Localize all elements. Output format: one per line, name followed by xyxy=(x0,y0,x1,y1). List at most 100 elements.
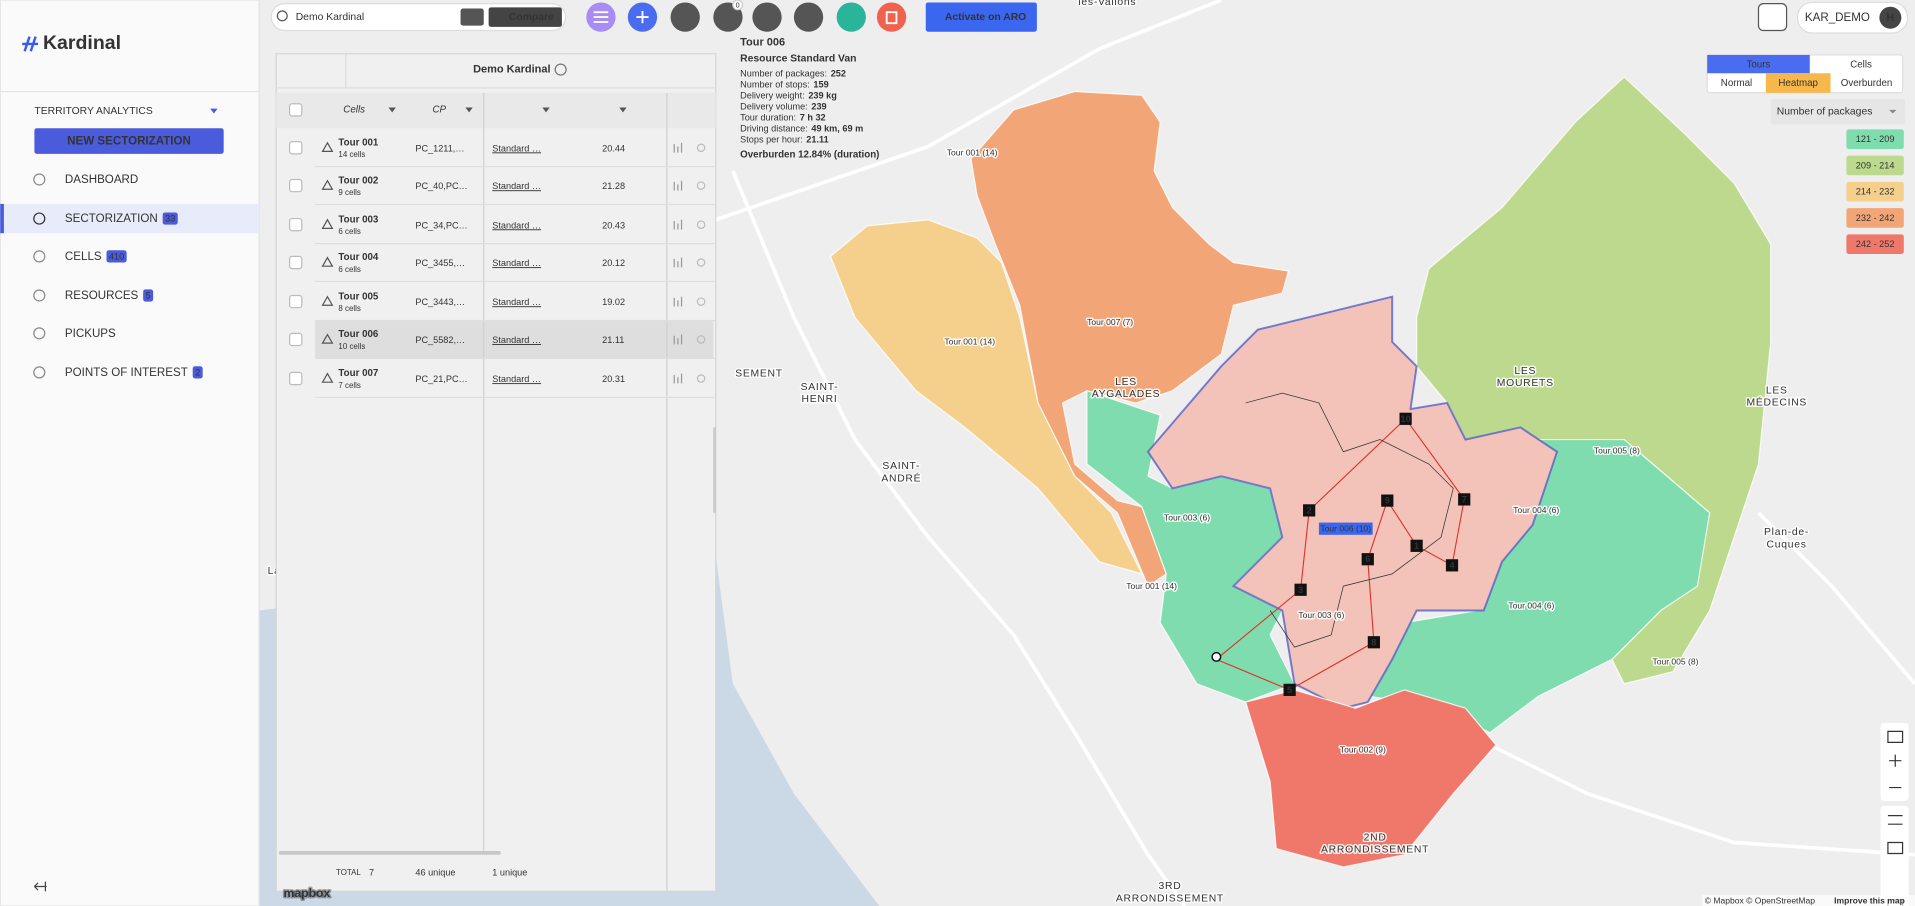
tour-name[interactable]: Tour 005 xyxy=(338,291,378,302)
section-title[interactable]: TERRITORY ANALYTICS xyxy=(34,106,152,117)
zones[interactable] xyxy=(829,76,1772,868)
tour-name[interactable]: Tour 003 xyxy=(338,214,378,225)
stats-icon[interactable] xyxy=(673,219,683,230)
tour-label[interactable]: Tour 001 (14) xyxy=(945,146,999,159)
range-swatch[interactable] xyxy=(1846,155,1904,176)
zoom-icon[interactable] xyxy=(696,258,706,267)
tour-name[interactable]: Tour 001 xyxy=(338,137,378,148)
row-checkbox[interactable] xyxy=(288,332,303,347)
metric-select[interactable] xyxy=(1770,98,1906,125)
tour-name[interactable]: Tour 004 xyxy=(338,252,378,263)
collapse-button[interactable] xyxy=(33,881,47,892)
compare-button[interactable] xyxy=(488,7,562,27)
improve-link[interactable]: Improve this map xyxy=(1834,895,1905,905)
stop-marker[interactable] xyxy=(1445,559,1459,572)
tour-label[interactable]: Tour 005 (8) xyxy=(1592,444,1641,457)
row-checkbox[interactable] xyxy=(288,217,303,232)
column-header[interactable]: Cells xyxy=(343,104,365,115)
tour-name[interactable]: Tour 007 xyxy=(338,368,378,379)
info-icon[interactable] xyxy=(554,63,567,76)
nav-label[interactable]: RESOURCES xyxy=(65,290,139,302)
print-button[interactable] xyxy=(752,2,782,32)
tour-resource[interactable]: Standard … xyxy=(492,374,541,384)
row-checkbox[interactable] xyxy=(288,371,303,386)
stop-marker[interactable] xyxy=(1381,494,1394,507)
edit-button[interactable] xyxy=(460,8,484,26)
stats-icon[interactable] xyxy=(673,334,683,345)
tour-resource[interactable]: Standard … xyxy=(492,297,541,307)
scrollbar[interactable] xyxy=(713,427,716,513)
mode-option[interactable]: Tours xyxy=(1747,59,1771,70)
row-checkbox[interactable] xyxy=(288,255,303,270)
attribution[interactable]: © Mapbox © OpenStreetMap xyxy=(1705,895,1816,905)
view-option[interactable]: Overburden xyxy=(1841,78,1893,89)
stop-marker[interactable] xyxy=(1367,636,1380,649)
tour-name[interactable]: Tour 002 xyxy=(338,175,378,186)
tour-label[interactable]: Tour 004 (6) xyxy=(1507,599,1556,612)
range-swatch[interactable] xyxy=(1846,234,1904,254)
tour-name[interactable]: Tour 006 xyxy=(338,329,378,340)
zoom-icon[interactable] xyxy=(696,143,706,153)
tour-resource[interactable]: Standard … xyxy=(492,220,541,230)
stats-icon[interactable] xyxy=(673,142,683,153)
draw-button[interactable] xyxy=(670,2,700,32)
zoom-icon[interactable] xyxy=(696,220,706,229)
tag-button[interactable] xyxy=(793,2,824,32)
stats-icon[interactable] xyxy=(673,296,683,307)
nav-label[interactable]: CELLS xyxy=(65,251,102,263)
notes-button[interactable] xyxy=(1757,3,1788,32)
range-swatch[interactable] xyxy=(1846,181,1904,202)
view-option[interactable]: Normal xyxy=(1721,78,1752,89)
stats-icon[interactable] xyxy=(673,180,683,191)
nav-label[interactable]: POINTS OF INTEREST xyxy=(65,367,188,379)
tour-label[interactable]: Tour 001 (14) xyxy=(943,335,997,348)
view-option[interactable]: Heatmap xyxy=(1778,78,1818,89)
tour-label[interactable]: Tour 001 (14) xyxy=(1125,579,1179,592)
zoom-icon[interactable] xyxy=(696,297,706,306)
tour-resource[interactable]: Standard … xyxy=(492,258,541,268)
scrollbar[interactable] xyxy=(278,851,501,855)
range-swatch[interactable] xyxy=(1846,129,1904,149)
logo[interactable]: Kardinal xyxy=(43,32,121,54)
nav-label[interactable]: SECTORIZATION xyxy=(65,213,158,225)
nav-label[interactable]: PICKUPS xyxy=(65,328,116,340)
stats-icon[interactable] xyxy=(673,257,683,268)
nav-label[interactable]: DASHBOARD xyxy=(65,174,138,186)
tour-label[interactable]: Tour 004 (6) xyxy=(1512,504,1561,517)
stop-marker[interactable] xyxy=(1361,553,1374,566)
delete-button[interactable] xyxy=(876,2,907,32)
control-icons[interactable] xyxy=(1887,730,1904,906)
tour-label[interactable]: Tour 002 (9) xyxy=(1338,743,1387,756)
stop-marker[interactable] xyxy=(1458,493,1471,506)
search-text[interactable]: Demo Kardinal xyxy=(296,12,365,23)
user-menu[interactable] xyxy=(1796,1,1909,34)
stop-marker[interactable] xyxy=(1283,683,1296,696)
stop-marker[interactable] xyxy=(1410,539,1423,552)
stop-marker[interactable] xyxy=(1399,412,1412,425)
range-swatch[interactable] xyxy=(1846,208,1904,228)
mode-option[interactable]: Cells xyxy=(1850,59,1872,70)
stop-marker[interactable] xyxy=(1294,583,1307,596)
tour-label[interactable]: Tour 003 (6) xyxy=(1297,609,1346,622)
tour-label[interactable]: Tour 007 (7) xyxy=(1086,316,1135,329)
tour-resource[interactable]: Standard … xyxy=(492,181,541,191)
new-sectorization-button[interactable] xyxy=(34,128,224,154)
tour-label[interactable]: Tour 005 (8) xyxy=(1651,655,1700,668)
row-checkbox[interactable] xyxy=(288,178,303,193)
caret[interactable] xyxy=(210,108,218,114)
select-all[interactable] xyxy=(288,103,303,117)
column-header[interactable]: CP xyxy=(432,104,446,115)
export-button[interactable] xyxy=(836,2,866,32)
tour-label[interactable]: Tour 003 (6) xyxy=(1163,511,1212,524)
tour-label[interactable]: Tour 006 (10) xyxy=(1320,524,1371,534)
row-checkbox[interactable] xyxy=(288,141,303,155)
activate-button[interactable] xyxy=(925,2,1037,32)
zoom-icon[interactable] xyxy=(696,335,706,344)
zoom-icon[interactable] xyxy=(696,374,706,383)
tour-resource[interactable]: Standard … xyxy=(492,335,541,345)
zoom-icon[interactable] xyxy=(696,181,706,190)
tour-resource[interactable]: Standard … xyxy=(492,143,541,153)
row-checkbox[interactable] xyxy=(288,294,303,309)
stop-marker[interactable] xyxy=(1303,504,1316,517)
stats-icon[interactable] xyxy=(673,373,683,384)
